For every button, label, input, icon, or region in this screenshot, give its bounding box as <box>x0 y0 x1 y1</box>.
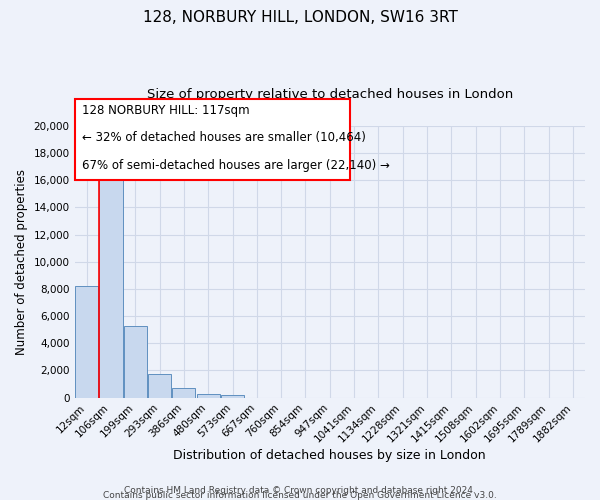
Y-axis label: Number of detached properties: Number of detached properties <box>15 169 28 355</box>
Bar <box>172 388 196 398</box>
Bar <box>197 394 220 398</box>
Text: Contains HM Land Registry data © Crown copyright and database right 2024.: Contains HM Land Registry data © Crown c… <box>124 486 476 495</box>
Bar <box>221 395 244 398</box>
Text: 67% of semi-detached houses are larger (22,140) →: 67% of semi-detached houses are larger (… <box>82 158 390 172</box>
Text: 128, NORBURY HILL, LONDON, SW16 3RT: 128, NORBURY HILL, LONDON, SW16 3RT <box>143 10 457 25</box>
Text: ← 32% of detached houses are smaller (10,464): ← 32% of detached houses are smaller (10… <box>82 132 366 144</box>
Text: Contains public sector information licensed under the Open Government Licence v3: Contains public sector information licen… <box>103 490 497 500</box>
Bar <box>124 326 147 398</box>
Bar <box>148 374 171 398</box>
Bar <box>75 286 98 398</box>
X-axis label: Distribution of detached houses by size in London: Distribution of detached houses by size … <box>173 450 486 462</box>
Bar <box>100 174 122 398</box>
Text: 128 NORBURY HILL: 117sqm: 128 NORBURY HILL: 117sqm <box>82 104 250 118</box>
FancyBboxPatch shape <box>74 99 350 180</box>
Title: Size of property relative to detached houses in London: Size of property relative to detached ho… <box>146 88 513 101</box>
